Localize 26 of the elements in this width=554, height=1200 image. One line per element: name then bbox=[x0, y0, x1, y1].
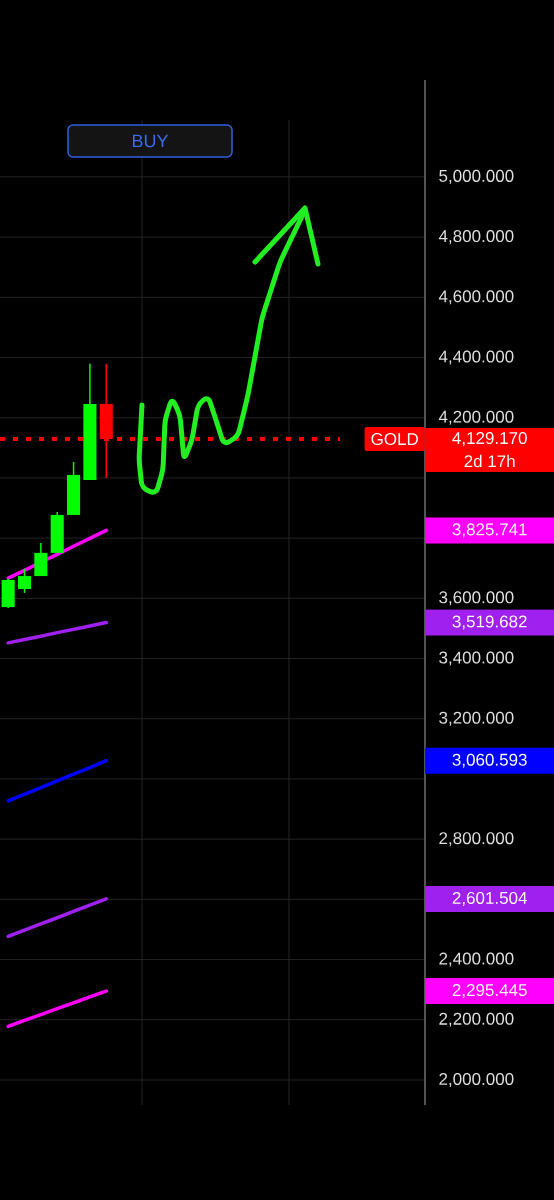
line-series bbox=[6, 528, 108, 580]
y-tick-label: 3,200.000 bbox=[439, 711, 514, 726]
y-tick-label: 2,800.000 bbox=[439, 832, 514, 847]
annotation: BUY bbox=[132, 134, 169, 148]
text: 2,295.445 bbox=[452, 984, 527, 999]
y-tick-label: 4,400.000 bbox=[438, 350, 514, 365]
y-tick-label: 4,200.000 bbox=[438, 410, 514, 425]
line-series bbox=[6, 989, 108, 1029]
y-tick-label: 5,000.000 bbox=[439, 169, 514, 184]
y-tick-label: 2,000.000 bbox=[439, 1072, 514, 1088]
line-series bbox=[6, 620, 108, 645]
ref-line-label: GOLD bbox=[371, 433, 418, 446]
y-tick-label: 4,800.000 bbox=[438, 230, 514, 245]
y-tick-label: 3,600.000 bbox=[439, 591, 514, 606]
y-tick-label: 3,400.000 bbox=[439, 651, 514, 666]
text: 2d 17h bbox=[464, 454, 515, 468]
text: 2,601.504 bbox=[452, 891, 527, 906]
text: 3,519.682 bbox=[452, 615, 527, 630]
text: 4,129.170 bbox=[452, 432, 527, 447]
candlestick bbox=[34, 542, 48, 577]
candlestick bbox=[17, 568, 32, 594]
text: 3,825.741 bbox=[452, 523, 527, 538]
y-tick-label: 4,600.000 bbox=[438, 290, 514, 305]
text: 3,060.593 bbox=[452, 753, 527, 768]
y-tick-label: 2,200.000 bbox=[439, 1012, 514, 1027]
y-tick-label: 2,400.000 bbox=[439, 952, 514, 967]
